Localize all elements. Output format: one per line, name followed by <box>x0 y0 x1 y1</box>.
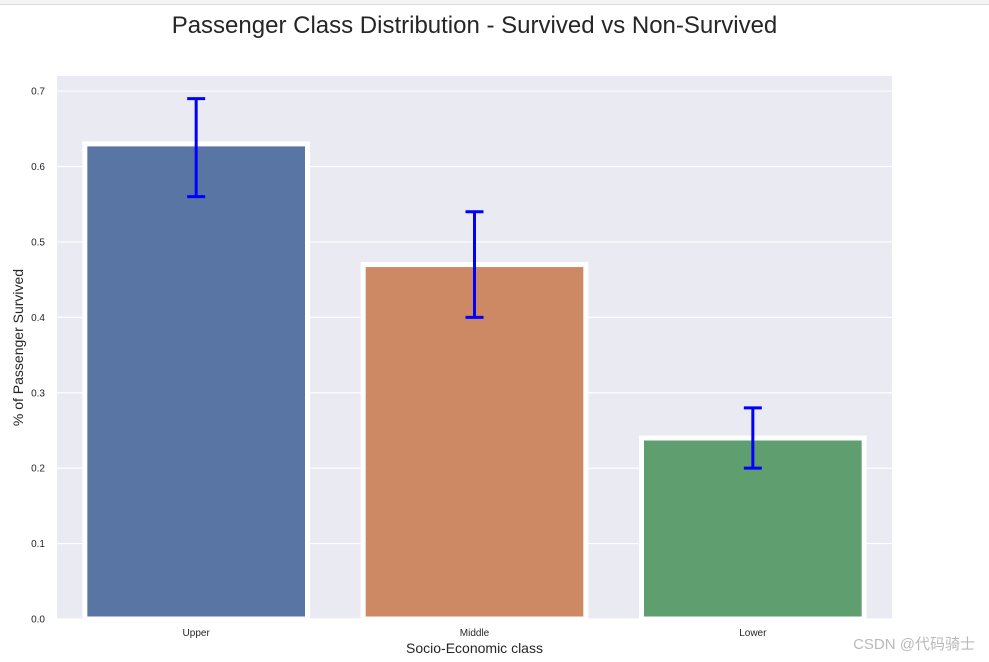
x-tick-label: Lower <box>739 628 767 639</box>
y-tick-label: 0.3 <box>31 388 45 399</box>
window-top-edge <box>0 0 989 5</box>
y-tick-label: 0.5 <box>31 237 45 248</box>
y-tick-label: 0.1 <box>31 539 45 550</box>
chart-title: Passenger Class Distribution - Survived … <box>171 12 778 39</box>
bar-upper <box>82 141 311 622</box>
y-tick-label: 0.6 <box>31 162 45 173</box>
error-bar-lower <box>743 406 762 470</box>
error-bars <box>187 97 762 470</box>
y-axis-label: % of Passenger Survived <box>10 269 26 426</box>
error-bar-middle <box>465 210 484 319</box>
error-bar-upper <box>187 97 206 199</box>
y-tick-label: 0.2 <box>31 464 45 475</box>
x-tick-label: Upper <box>183 628 211 639</box>
y-tick-label: 0.7 <box>31 87 45 98</box>
y-tick-label: 0.0 <box>31 615 45 626</box>
x-axis-label: Socio-Economic class <box>406 640 543 656</box>
watermark: CSDN @代码骑士 <box>853 636 975 653</box>
x-tick-label: Middle <box>460 628 490 639</box>
y-tick-label: 0.4 <box>31 313 45 324</box>
x-axis-ticks: Upper Middle Lower <box>183 628 768 639</box>
y-axis-ticks: 0.0 0.1 0.2 0.3 0.4 0.5 0.6 0.7 <box>31 87 45 626</box>
